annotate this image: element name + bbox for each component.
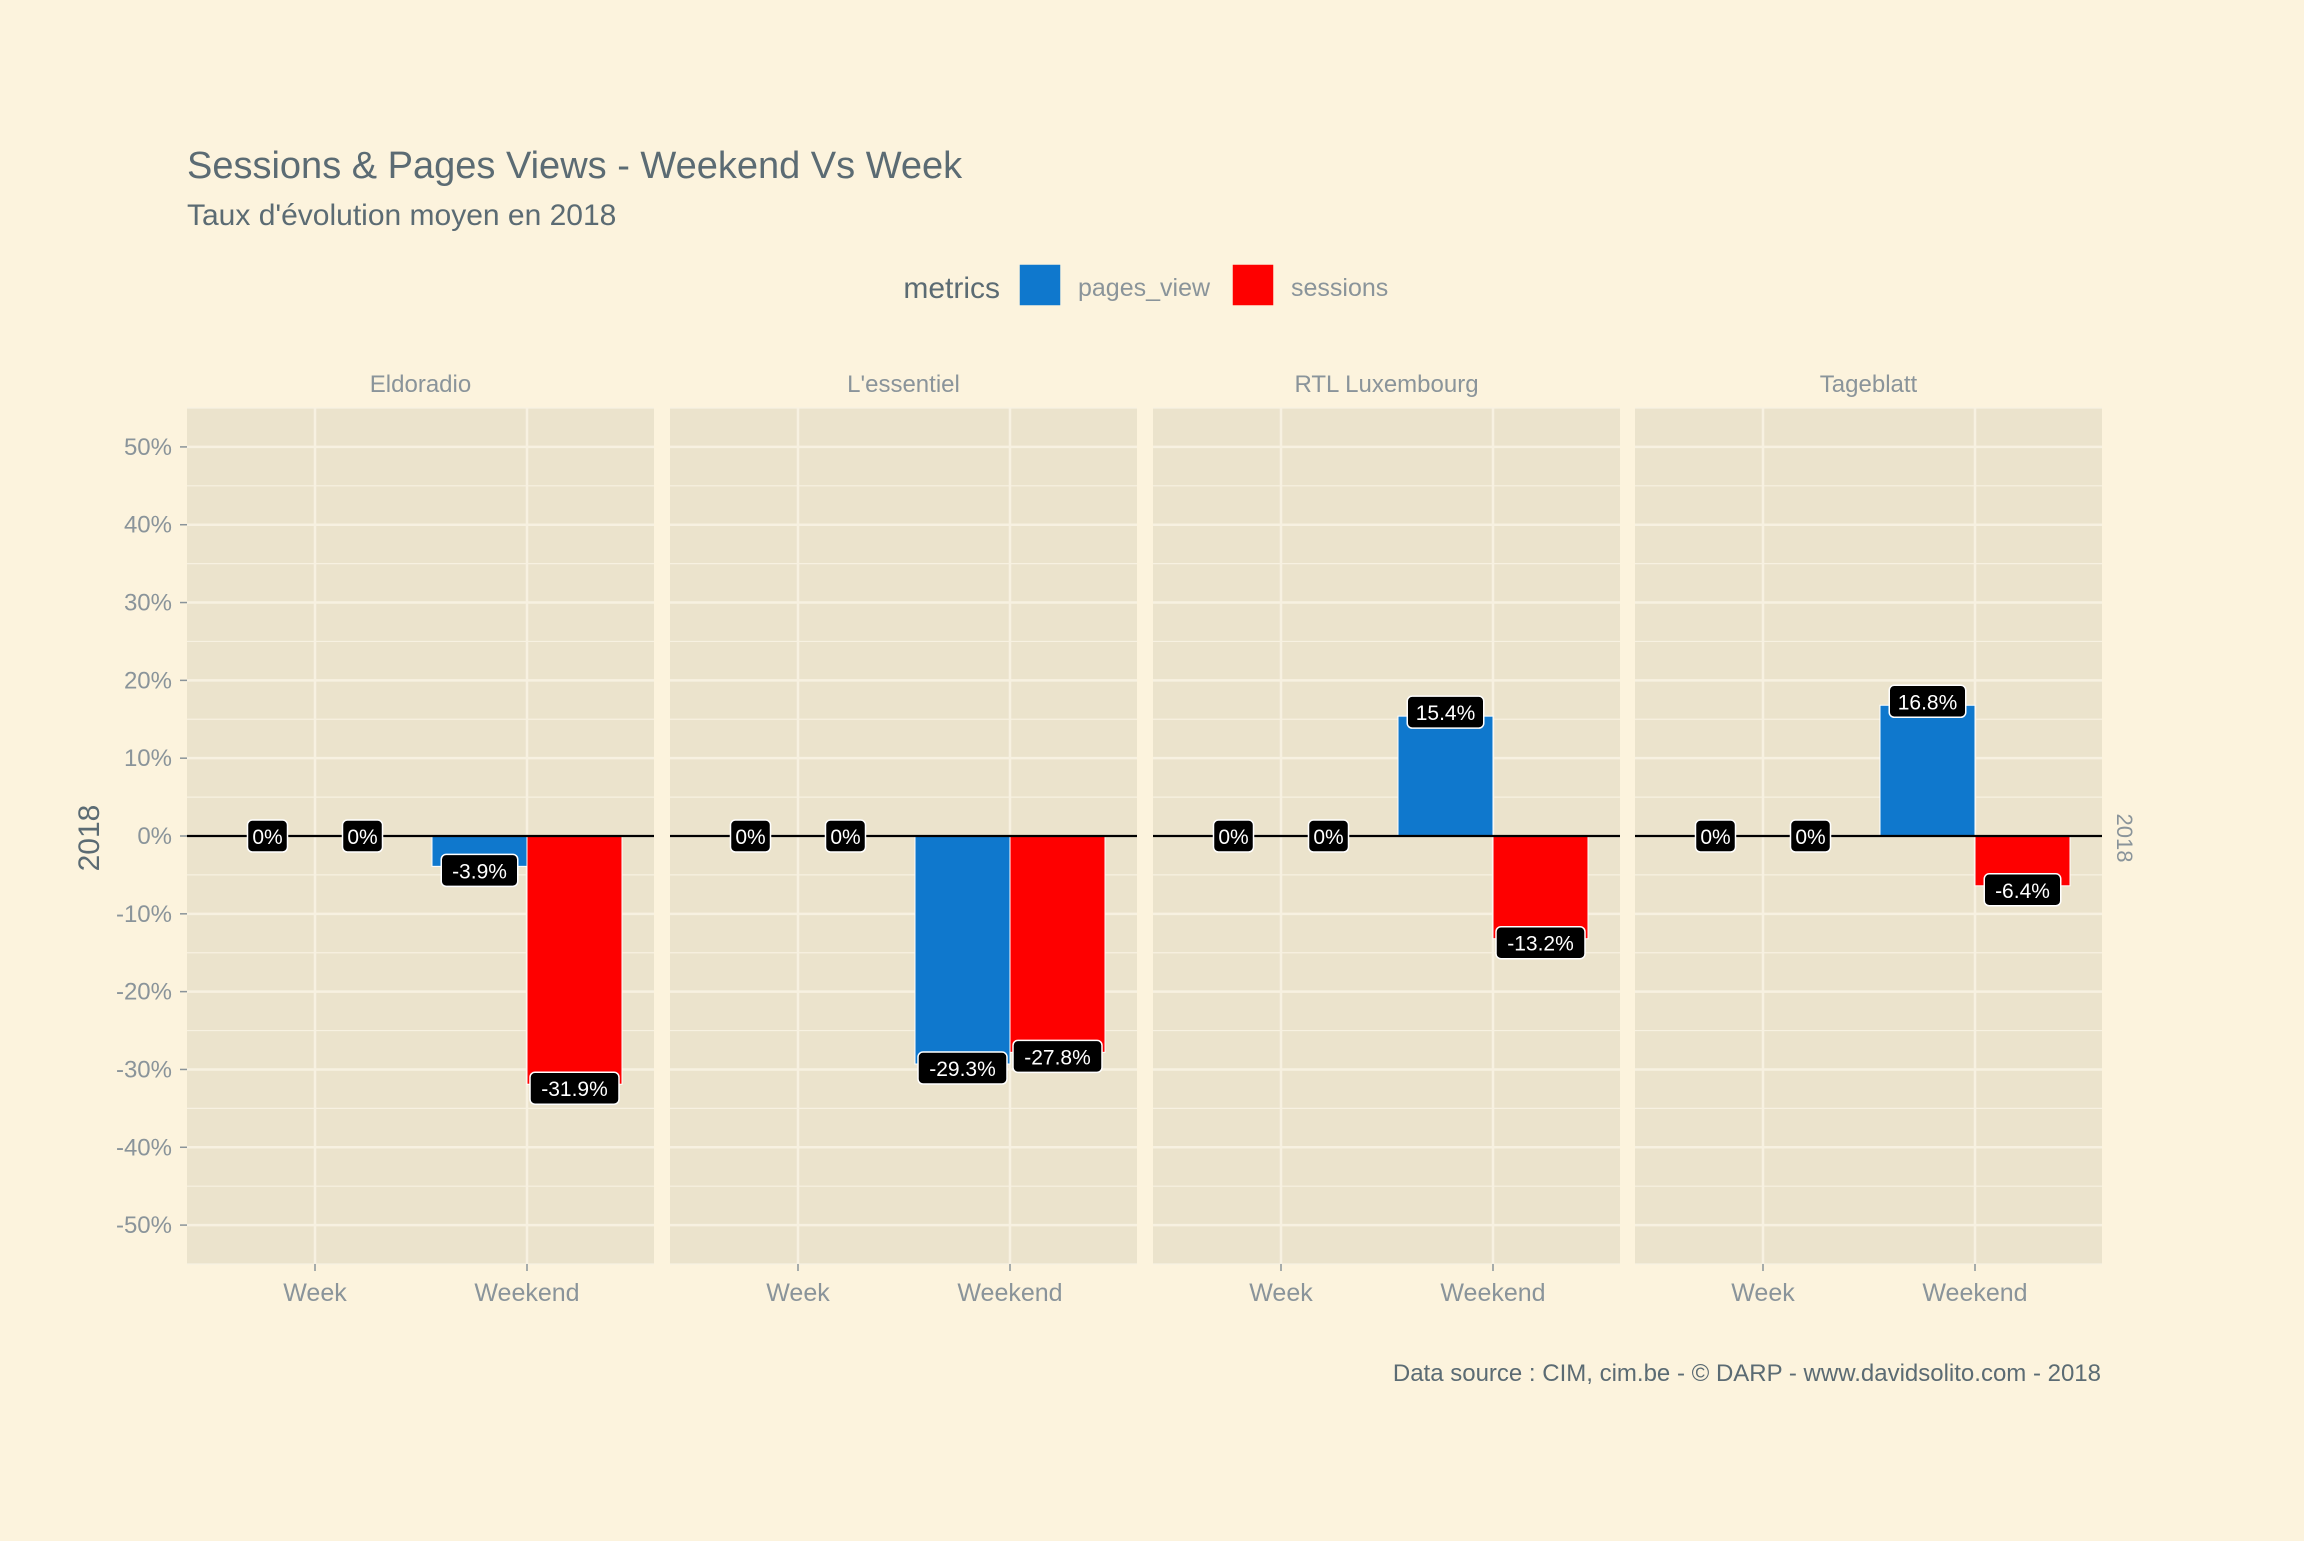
data-label-box	[341, 819, 384, 853]
bar-sessions	[526, 835, 623, 1085]
data-label-box	[1212, 819, 1255, 853]
facet-panel: L'essentiel Week Weekend 0% -29.3% 0% -27.8%	[670, 371, 1137, 1307]
facet-strip-label: Tageblatt	[1820, 371, 1918, 398]
data-label-box	[1406, 695, 1485, 729]
y-tick-label: 10%	[124, 745, 172, 772]
bar-pages_view	[1879, 704, 1976, 837]
x-tick-label: Week	[283, 1279, 347, 1307]
y-tick-label: -10%	[116, 901, 172, 928]
y-tick-label: -20%	[116, 979, 172, 1006]
right-strip-label: 2018	[2112, 814, 2137, 863]
data-label-box	[1307, 819, 1350, 853]
chart-title: Sessions & Pages Views - Weekend Vs Week	[187, 145, 963, 187]
y-tick-label: 30%	[124, 590, 172, 617]
bar-sessions	[1492, 835, 1589, 940]
data-label-box	[1888, 684, 1967, 719]
data-label-box	[1495, 925, 1586, 960]
legend-label-sessions: sessions	[1291, 274, 1388, 302]
bar-pages_view	[914, 835, 1011, 1065]
data-label-box	[824, 819, 867, 853]
data-label: 0%	[347, 826, 377, 849]
data-label: 0%	[735, 826, 765, 849]
y-tick-label: 40%	[124, 512, 172, 539]
legend-key-sessions	[1231, 263, 1275, 307]
x-tick-label: Week	[766, 1279, 830, 1307]
x-tick-label: Weekend	[957, 1279, 1062, 1307]
y-tick-label: -50%	[116, 1212, 172, 1239]
legend-label-pages_view: pages_view	[1078, 274, 1211, 302]
legend-key-pages_view	[1018, 263, 1062, 307]
data-label: 16.8%	[1898, 691, 1958, 714]
data-label: 0%	[830, 826, 860, 849]
data-label: -6.4%	[1995, 880, 2050, 903]
x-tick-label: Weekend	[1440, 1279, 1545, 1307]
facet-strip-label: Eldoradio	[370, 371, 471, 398]
data-label-box	[1789, 819, 1832, 853]
data-label: 0%	[1313, 826, 1343, 849]
x-tick-label: Week	[1731, 1279, 1795, 1307]
legend-title: metrics	[903, 272, 1000, 305]
data-label-box	[1983, 873, 2062, 907]
facet-panel: Eldoradio Week Weekend 0% -3.9% 0% -31.9%	[187, 371, 654, 1307]
data-label: -3.9%	[452, 860, 507, 883]
y-tick-label: -30%	[116, 1056, 172, 1083]
facet-panel: RTL Luxembourg Week Weekend 0% 15.4% 0% -13.2%	[1153, 371, 1620, 1307]
y-tick-label: 0%	[137, 823, 172, 850]
data-label: -27.8%	[1024, 1046, 1091, 1069]
legend: metrics pages_view sessions	[903, 263, 1388, 307]
data-label: 0%	[252, 826, 282, 849]
data-label-box	[1012, 1039, 1103, 1074]
data-label: 0%	[1700, 826, 1730, 849]
data-label: -29.3%	[929, 1058, 996, 1081]
y-axis-title: 2018	[73, 805, 106, 872]
data-label-box	[729, 819, 772, 853]
facet-strip-label: L'essentiel	[847, 371, 960, 398]
bar-pages_view	[1397, 715, 1494, 837]
x-tick-label: Weekend	[474, 1279, 579, 1307]
data-label: -31.9%	[541, 1078, 608, 1101]
y-tick-label: 50%	[124, 434, 172, 461]
y-tick-label: 20%	[124, 667, 172, 694]
data-label-box	[246, 819, 289, 853]
data-label-box	[440, 853, 519, 888]
x-tick-label: Weekend	[1922, 1279, 2027, 1307]
data-label: -13.2%	[1507, 933, 1574, 956]
data-label: 15.4%	[1416, 702, 1476, 725]
data-label-box	[917, 1051, 1008, 1085]
chart-subtitle: Taux d'évolution moyen en 2018	[187, 199, 616, 232]
data-label: 0%	[1795, 826, 1825, 849]
data-label-box	[529, 1071, 620, 1105]
facet-panels: 50% 40% 30% 20% 10% 0% -10% -20% -30% -40% -50% Eld…	[116, 371, 2102, 1307]
chart-caption: Data source : CIM, cim.be - © DARP - www…	[1393, 1360, 2101, 1387]
data-label-box	[1694, 819, 1737, 853]
data-label: 0%	[1218, 826, 1248, 849]
y-tick-label: -40%	[116, 1134, 172, 1161]
bar-sessions	[1009, 835, 1106, 1053]
facet-panel: Tageblatt Week Weekend 0% 16.8% 0% -6.4%	[1635, 371, 2102, 1307]
x-tick-label: Week	[1249, 1279, 1313, 1307]
facet-strip-label: RTL Luxembourg	[1294, 371, 1478, 398]
